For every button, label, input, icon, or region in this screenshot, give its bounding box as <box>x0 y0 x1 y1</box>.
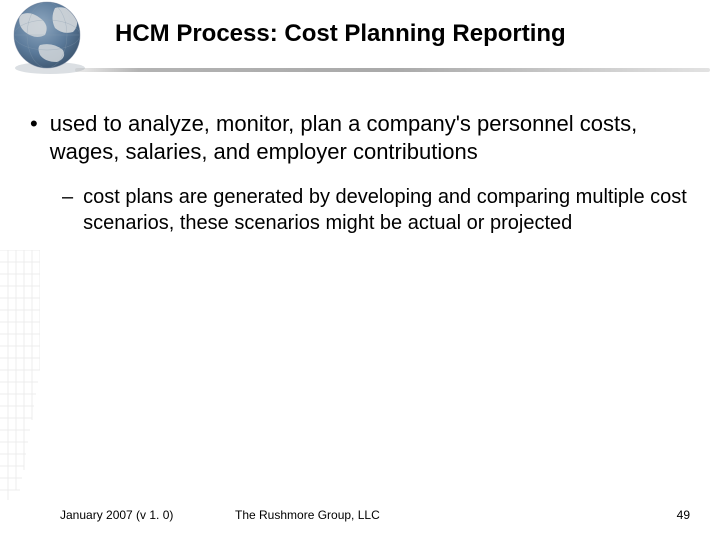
globe-icon <box>5 0 95 75</box>
header-area: HCM Process: Cost Planning Reporting <box>0 0 720 80</box>
bullet-marker-icon: • <box>30 110 38 166</box>
bullet-sub: – cost plans are generated by developing… <box>62 184 690 236</box>
footer: January 2007 (v 1. 0) The Rushmore Group… <box>0 508 720 522</box>
slide-title: HCM Process: Cost Planning Reporting <box>115 20 566 48</box>
footer-page-number: 49 <box>677 508 690 522</box>
footer-org: The Rushmore Group, LLC <box>235 508 677 522</box>
bullet-sub-marker-icon: – <box>62 184 73 236</box>
bullet-sub-text: cost plans are generated by developing a… <box>83 184 690 236</box>
footer-date: January 2007 (v 1. 0) <box>60 508 235 522</box>
slide-container: HCM Process: Cost Planning Reporting • u… <box>0 0 720 540</box>
bullet-main-text: used to analyze, monitor, plan a company… <box>50 110 690 166</box>
bullet-main: • used to analyze, monitor, plan a compa… <box>30 110 690 166</box>
content-area: • used to analyze, monitor, plan a compa… <box>0 80 720 236</box>
left-grid-decor <box>0 250 40 500</box>
header-divider <box>75 68 710 72</box>
